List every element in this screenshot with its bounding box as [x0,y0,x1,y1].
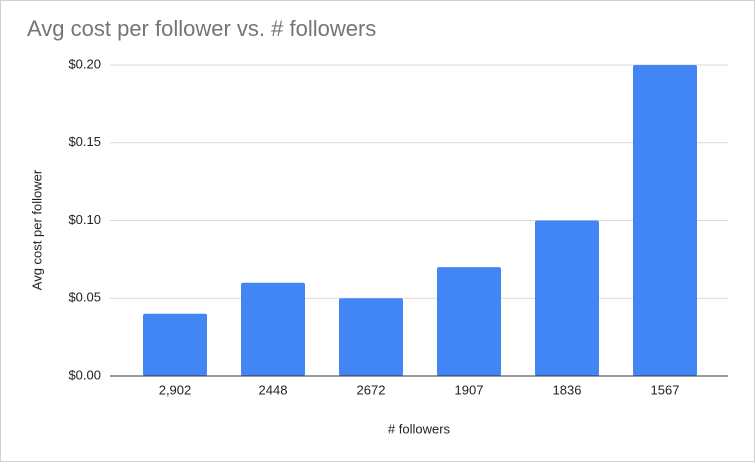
y-tick-label: $0.15 [68,134,101,149]
x-axis-label: # followers [388,421,451,436]
bar [535,220,599,376]
x-tick-label: 1907 [455,382,484,397]
bar [633,65,697,376]
x-tick-label: 2448 [259,382,288,397]
x-tick-label: 1836 [553,382,582,397]
y-tick-label: $0.00 [68,367,101,382]
bar [241,282,305,376]
x-tick-label: 2,902 [159,382,192,397]
chart-title: Avg cost per follower vs. # followers [27,16,376,41]
bar [339,298,403,376]
x-tick-label: 2672 [357,382,386,397]
y-tick-label: $0.20 [68,56,101,71]
y-tick-label: $0.10 [68,212,101,227]
y-tick-label: $0.05 [68,290,101,305]
x-tick-label: 1567 [651,382,680,397]
y-axis-label: Avg cost per follower [29,169,44,290]
bar [437,267,501,376]
bar [143,313,207,376]
